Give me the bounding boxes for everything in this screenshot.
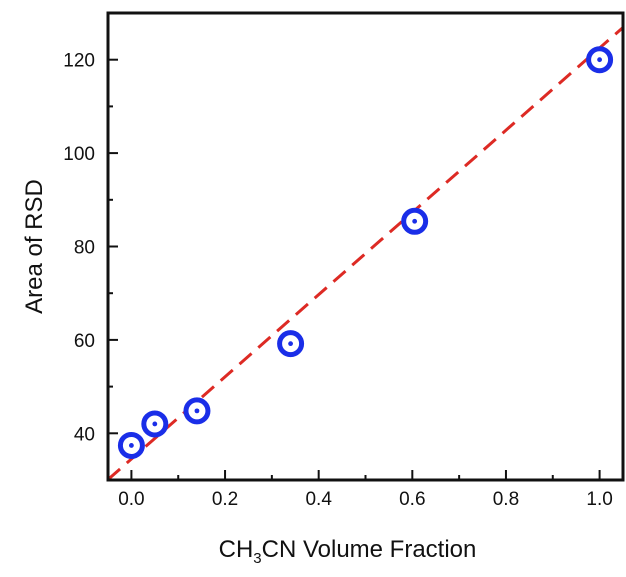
x-tick-label: 0.0 <box>118 489 144 510</box>
data-points-layer <box>117 46 614 459</box>
data-point-center <box>597 57 602 63</box>
axis-ticks <box>108 12 601 481</box>
x-axis-title: CH3CN Volume Fraction <box>219 536 477 567</box>
x-tick-label: 0.2 <box>212 489 238 510</box>
x-tick-label: 0.4 <box>305 489 332 510</box>
axis-tick-labels: 0.0 0.2 0.4 0.6 0.8 1.0 40 60 80 100 120 <box>63 51 613 510</box>
data-point-center <box>152 421 158 427</box>
x-axis-title-prefix: CH <box>219 536 254 563</box>
x-axis-title-suffix: CN Volume Fraction <box>262 536 477 563</box>
x-tick-label: 0.8 <box>493 489 519 510</box>
data-point-center <box>412 218 418 224</box>
x-tick-label: 0.6 <box>399 489 425 510</box>
data-point <box>117 431 145 459</box>
y-tick-label: 120 <box>63 51 95 72</box>
y-tick-label: 40 <box>74 424 95 445</box>
data-point <box>183 397 211 425</box>
data-point-center <box>129 443 134 448</box>
y-tick-label: 100 <box>63 144 95 165</box>
data-point <box>277 330 305 358</box>
y-tick-label: 60 <box>74 331 95 352</box>
x-axis-title-subscript: 3 <box>253 550 261 567</box>
y-axis-title: Area of RSD <box>21 179 48 314</box>
x-tick-label: 1.0 <box>586 489 612 510</box>
data-point-center <box>288 341 293 347</box>
data-point <box>141 410 169 438</box>
data-point-center <box>194 408 200 414</box>
y-tick-label: 80 <box>74 238 95 259</box>
data-point <box>401 207 429 235</box>
data-point <box>586 46 614 74</box>
